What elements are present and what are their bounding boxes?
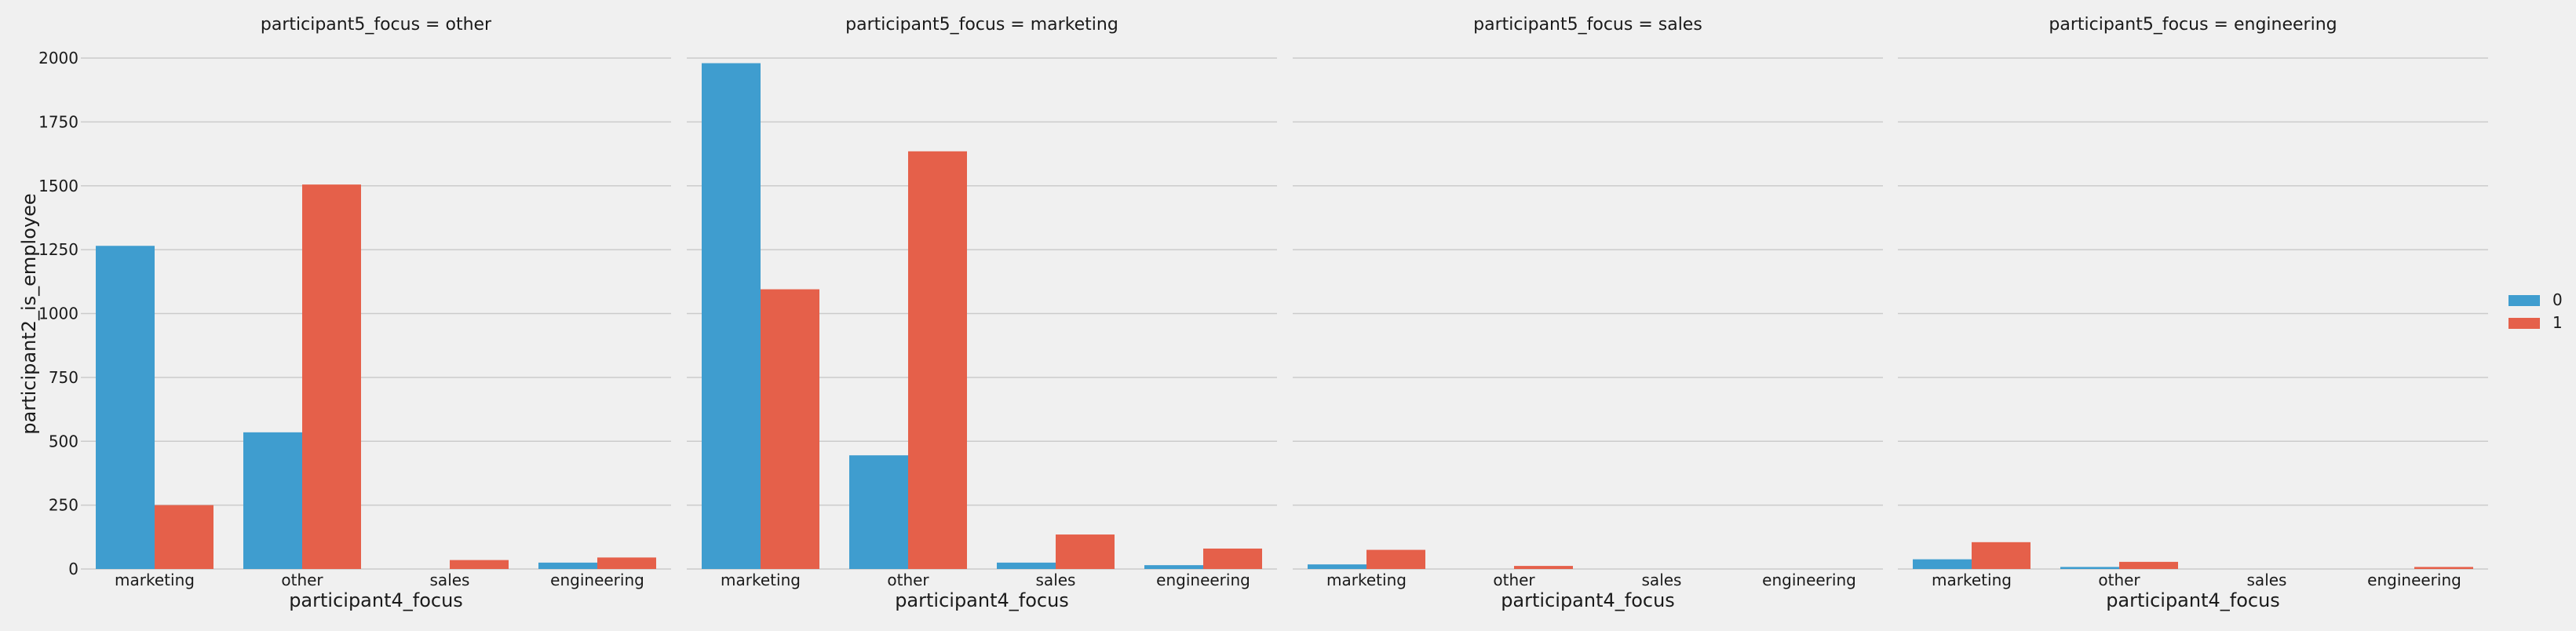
- legend-swatch-0: [2508, 295, 2540, 306]
- x-tick-label: engineering: [2367, 571, 2461, 589]
- x-tick-label: other: [1493, 571, 1535, 589]
- x-tick-label: marketing: [721, 571, 801, 589]
- x-axis-label: participant4_focus: [289, 589, 463, 611]
- y-tick-label: 750: [49, 368, 78, 387]
- bar-other-series-1: [302, 184, 361, 569]
- bar-other-series-1: [1514, 566, 1573, 569]
- y-tick-label: 250: [49, 496, 78, 515]
- bar-marketing-series-1: [1366, 549, 1425, 569]
- y-tick-label: 500: [49, 432, 78, 450]
- bar-engineering-series-1: [2414, 567, 2473, 569]
- y-tick-label: 1750: [38, 112, 78, 131]
- x-tick-label: marketing: [1326, 571, 1407, 589]
- x-tick-label: other: [2098, 571, 2140, 589]
- y-axis-label: participant2_is_employee: [18, 193, 40, 434]
- y-tick-label: 0: [68, 560, 78, 578]
- bar-other-series-1: [2119, 561, 2178, 569]
- x-axis-label: participant4_focus: [1501, 589, 1675, 611]
- bar-sales-series-0: [997, 562, 1056, 569]
- x-tick-label: sales: [1642, 571, 1682, 589]
- panel-title: participant5_focus = engineering: [2049, 15, 2337, 35]
- x-tick-label: other: [281, 571, 323, 589]
- facet-panel-0: participant5_focus = other marketing other…: [81, 15, 671, 611]
- panel-title: participant5_focus = sales: [1473, 15, 1702, 35]
- legend-label: 1: [2552, 313, 2563, 332]
- x-tick-label: sales: [430, 571, 470, 589]
- x-tick-label: marketing: [115, 571, 195, 589]
- bar-marketing-series-1: [155, 505, 213, 569]
- y-tick-label: 1250: [38, 240, 78, 259]
- bar-marketing-series-1: [761, 289, 819, 569]
- x-tick-label: other: [887, 571, 929, 589]
- bar-sales-series-1: [1056, 534, 1115, 569]
- x-tick-label: engineering: [1156, 571, 1250, 589]
- bar-marketing-series-0: [1913, 559, 1972, 569]
- x-tick-label: sales: [2247, 571, 2287, 589]
- legend: 01: [2508, 290, 2563, 332]
- bar-engineering-series-0: [538, 562, 597, 569]
- facet-panel-3: participant5_focus = engineering marketin…: [1898, 15, 2488, 611]
- y-tick-label: 1500: [38, 177, 78, 195]
- facet-panel-1: participant5_focus = marketing marketing o…: [687, 15, 1277, 611]
- bar-sales-series-1: [450, 560, 509, 569]
- x-tick-label: engineering: [1762, 571, 1856, 589]
- bar-other-series-0: [243, 432, 302, 569]
- x-tick-label: engineering: [550, 571, 644, 589]
- bar-engineering-series-1: [1203, 548, 1262, 569]
- y-tick-label: 1000: [38, 305, 78, 323]
- bar-marketing-series-0: [96, 246, 155, 569]
- y-tick-label: 2000: [38, 49, 78, 67]
- legend-label: 0: [2552, 290, 2563, 309]
- x-axis-label: participant4_focus: [2106, 589, 2280, 611]
- bar-other-series-0: [849, 455, 908, 569]
- bar-other-series-1: [908, 151, 967, 569]
- bar-engineering-series-1: [597, 557, 656, 569]
- panel-title: participant5_focus = other: [261, 15, 492, 35]
- x-tick-label: marketing: [1932, 571, 2012, 589]
- x-axis-label: participant4_focus: [895, 589, 1069, 611]
- bar-other-series-0: [2060, 567, 2119, 569]
- bar-marketing-series-0: [702, 63, 761, 569]
- panel-title: participant5_focus = marketing: [845, 15, 1118, 35]
- x-tick-label: sales: [1036, 571, 1076, 589]
- bar-marketing-series-0: [1308, 564, 1366, 569]
- bar-engineering-series-0: [1144, 565, 1203, 569]
- facet-panel-2: participant5_focus = sales marketing other…: [1293, 15, 1883, 611]
- bar-marketing-series-1: [1972, 542, 2031, 569]
- legend-swatch-1: [2508, 318, 2540, 329]
